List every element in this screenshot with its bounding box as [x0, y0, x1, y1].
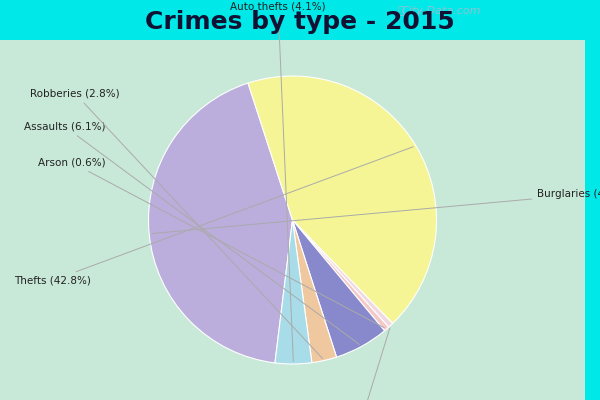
Text: Thefts (42.8%): Thefts (42.8%) — [14, 147, 413, 286]
Wedge shape — [248, 76, 436, 324]
Text: Robberies (2.8%): Robberies (2.8%) — [30, 88, 322, 358]
Text: Crimes by type - 2015: Crimes by type - 2015 — [145, 10, 455, 34]
Text: City-Data.com: City-Data.com — [401, 6, 481, 16]
Wedge shape — [292, 220, 389, 331]
Wedge shape — [292, 220, 385, 357]
Text: Arson (0.6%): Arson (0.6%) — [38, 157, 384, 328]
Wedge shape — [292, 220, 337, 363]
Wedge shape — [149, 83, 292, 363]
Text: ⓘ: ⓘ — [397, 6, 404, 16]
Wedge shape — [292, 220, 392, 327]
Text: Auto thefts (4.1%): Auto thefts (4.1%) — [230, 2, 326, 361]
Wedge shape — [275, 220, 312, 364]
Text: Murders (0.6%): Murders (0.6%) — [325, 328, 404, 400]
Text: Burglaries (43.1%): Burglaries (43.1%) — [152, 189, 600, 234]
Text: Assaults (6.1%): Assaults (6.1%) — [24, 121, 359, 344]
